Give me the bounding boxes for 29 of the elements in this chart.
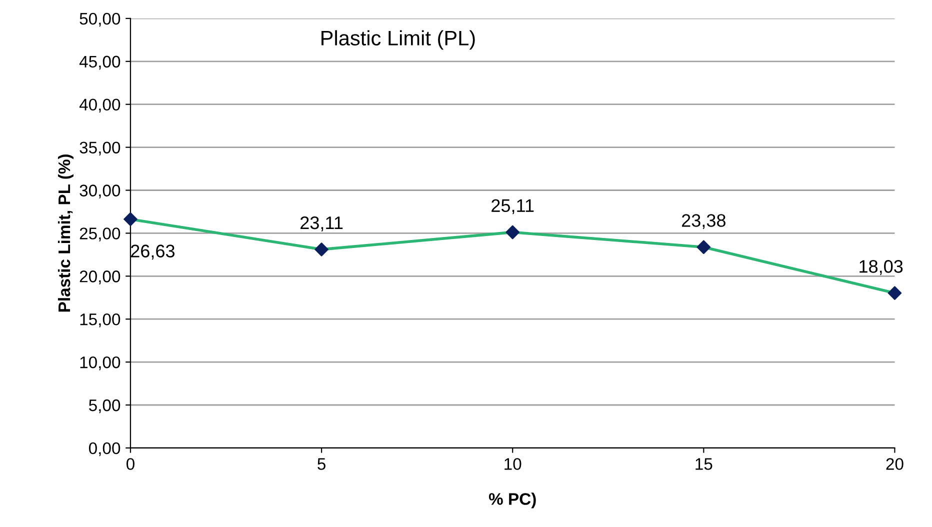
x-tick-label: 5	[318, 458, 326, 470]
point	[888, 286, 902, 300]
data-label: 25,11	[492, 199, 534, 214]
x-tick-label: 0	[126, 458, 134, 470]
y-tick-label: 45,00	[79, 56, 120, 70]
point	[506, 225, 520, 240]
data-label: 26,63	[131, 244, 174, 260]
y-tick-label: 35,00	[80, 142, 120, 156]
y-tick-label: 5,00	[88, 399, 120, 414]
data-label: 23,11	[300, 216, 343, 232]
y-tick-label: 30,00	[80, 184, 120, 198]
y-tick-label: 50,00	[80, 12, 120, 27]
point	[124, 212, 138, 226]
x-tick-label: 15	[696, 458, 712, 470]
text: Plastic Limit (PL)	[322, 30, 475, 50]
point	[696, 240, 711, 254]
y-axis-title: Plastic Limit, PL (%)	[58, 154, 74, 312]
point	[314, 242, 328, 256]
y-tick-label: 10,00	[80, 356, 120, 370]
x-tick-label: 10	[504, 458, 522, 470]
y-tick-label: 20,00	[80, 270, 120, 284]
data-label: 23,38	[682, 214, 726, 230]
y-tick-label: 25,00	[80, 228, 120, 242]
x-tick-label: 20	[886, 458, 904, 470]
y-tick-label: 0,00	[88, 442, 120, 456]
y-tick-label: 40,00	[79, 98, 120, 113]
data-label: 18,03	[860, 260, 903, 275]
y-tick-label: 15,00	[80, 314, 120, 328]
x-axis-title: % PC)	[488, 492, 536, 508]
